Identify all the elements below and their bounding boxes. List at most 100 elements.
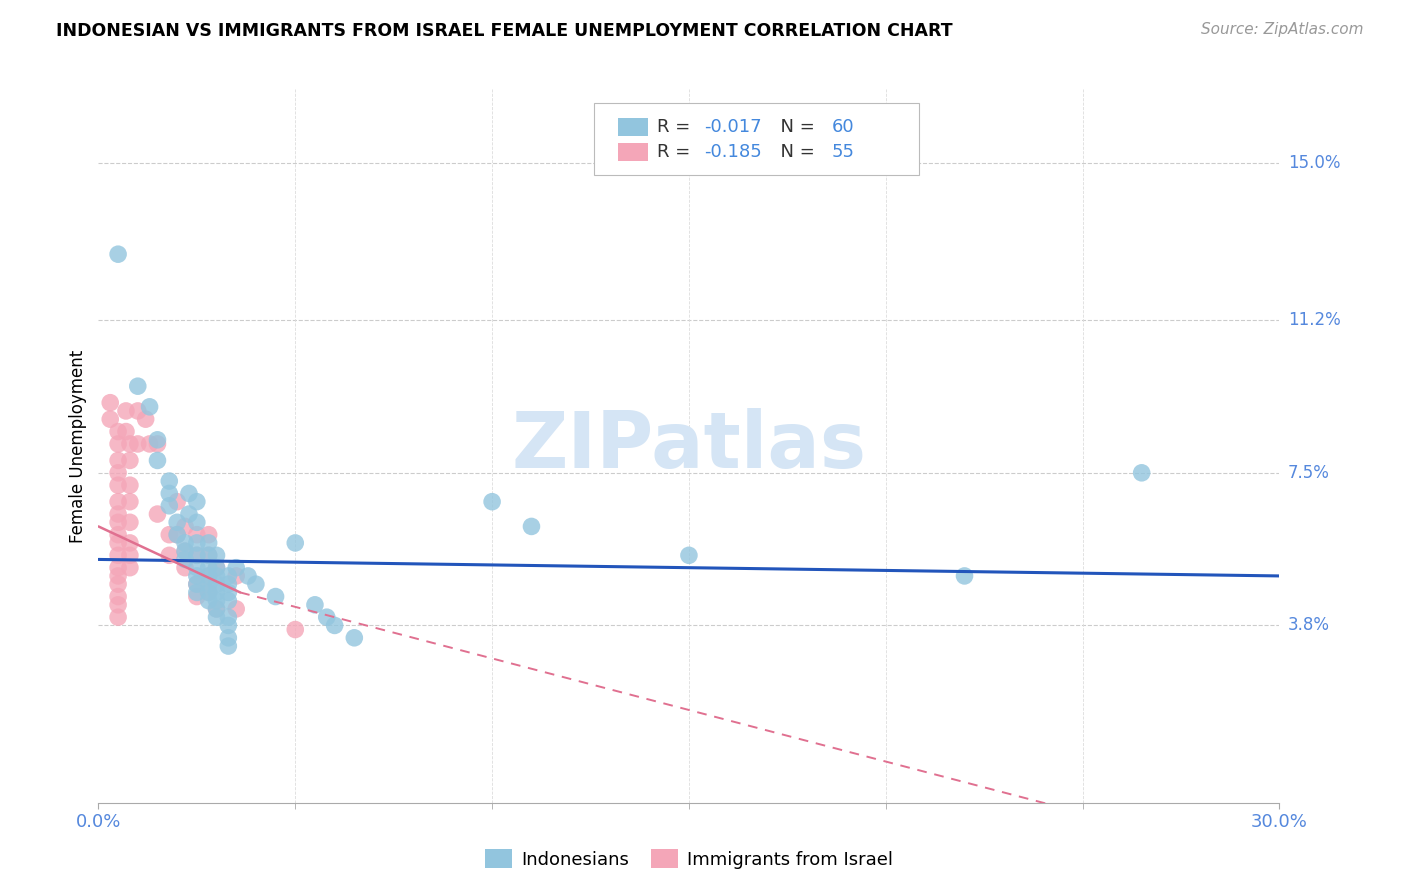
Text: -0.017: -0.017 <box>704 118 762 136</box>
Point <box>118 437 141 451</box>
Point <box>107 577 129 591</box>
Point <box>264 590 287 604</box>
Point <box>118 478 141 492</box>
Point <box>186 585 208 599</box>
Y-axis label: Female Unemployment: Female Unemployment <box>69 350 87 542</box>
Point <box>157 486 180 500</box>
Point <box>174 544 197 558</box>
Text: ZIPatlas: ZIPatlas <box>512 408 866 484</box>
Point <box>166 494 188 508</box>
Legend: Indonesians, Immigrants from Israel: Indonesians, Immigrants from Israel <box>478 842 900 876</box>
Point <box>197 527 219 541</box>
Text: INDONESIAN VS IMMIGRANTS FROM ISRAEL FEMALE UNEMPLOYMENT CORRELATION CHART: INDONESIAN VS IMMIGRANTS FROM ISRAEL FEM… <box>56 22 953 40</box>
FancyBboxPatch shape <box>619 118 648 136</box>
Point <box>157 549 180 563</box>
Point <box>107 598 129 612</box>
Point <box>205 560 228 574</box>
Point <box>186 560 208 574</box>
Point <box>481 494 503 508</box>
Point <box>107 527 129 541</box>
Point <box>197 593 219 607</box>
Point <box>205 610 228 624</box>
Point <box>217 639 239 653</box>
Point <box>197 577 219 591</box>
Point <box>118 536 141 550</box>
Text: -0.185: -0.185 <box>704 143 762 161</box>
Point <box>118 549 141 563</box>
Point <box>1130 466 1153 480</box>
Point <box>146 437 169 451</box>
Point <box>157 527 180 541</box>
Point <box>174 560 197 574</box>
Text: N =: N = <box>769 143 821 161</box>
Point <box>225 569 247 583</box>
Point <box>107 425 129 439</box>
Point <box>107 478 129 492</box>
Point <box>236 569 259 583</box>
Point <box>186 516 208 530</box>
Point <box>186 577 208 591</box>
Point <box>166 527 188 541</box>
Point <box>107 466 129 480</box>
Point <box>197 549 219 563</box>
Point <box>186 590 208 604</box>
Point <box>217 610 239 624</box>
Point <box>107 610 129 624</box>
Point <box>205 577 228 591</box>
Point <box>146 507 169 521</box>
Point <box>107 590 129 604</box>
Point <box>138 437 160 451</box>
Point <box>217 585 239 599</box>
Point <box>107 437 129 451</box>
Point <box>197 585 219 599</box>
Point <box>107 560 129 574</box>
Point <box>127 379 149 393</box>
FancyBboxPatch shape <box>619 143 648 161</box>
Point <box>107 516 129 530</box>
Point <box>146 433 169 447</box>
Point <box>678 549 700 563</box>
Point <box>177 507 200 521</box>
FancyBboxPatch shape <box>595 103 920 175</box>
Point <box>157 499 180 513</box>
Point <box>107 569 129 583</box>
Point <box>115 425 138 439</box>
Point <box>157 474 180 488</box>
Point <box>225 602 247 616</box>
Point <box>217 631 239 645</box>
Point <box>197 569 219 583</box>
Point <box>520 519 543 533</box>
Text: N =: N = <box>769 118 821 136</box>
Point <box>217 618 239 632</box>
Point <box>174 536 197 550</box>
Point <box>205 602 228 616</box>
Point <box>205 593 228 607</box>
Point <box>107 247 129 261</box>
Text: 60: 60 <box>832 118 855 136</box>
Point <box>107 453 129 467</box>
Point <box>118 453 141 467</box>
Point <box>304 598 326 612</box>
Point <box>166 527 188 541</box>
Text: 11.2%: 11.2% <box>1288 311 1340 329</box>
Point <box>217 593 239 607</box>
Point <box>186 549 208 563</box>
Point <box>186 527 208 541</box>
Point <box>127 437 149 451</box>
Point <box>146 453 169 467</box>
Point <box>205 602 228 616</box>
Point <box>107 549 129 563</box>
Point <box>197 585 219 599</box>
Point <box>127 404 149 418</box>
Point <box>217 569 239 583</box>
Point <box>186 549 208 563</box>
Text: R =: R = <box>657 143 696 161</box>
Point <box>107 507 129 521</box>
Point <box>98 412 121 426</box>
Point <box>953 569 976 583</box>
Point <box>245 577 267 591</box>
Point <box>225 560 247 574</box>
Point <box>186 569 208 583</box>
Point <box>118 560 141 574</box>
Point <box>174 552 197 566</box>
